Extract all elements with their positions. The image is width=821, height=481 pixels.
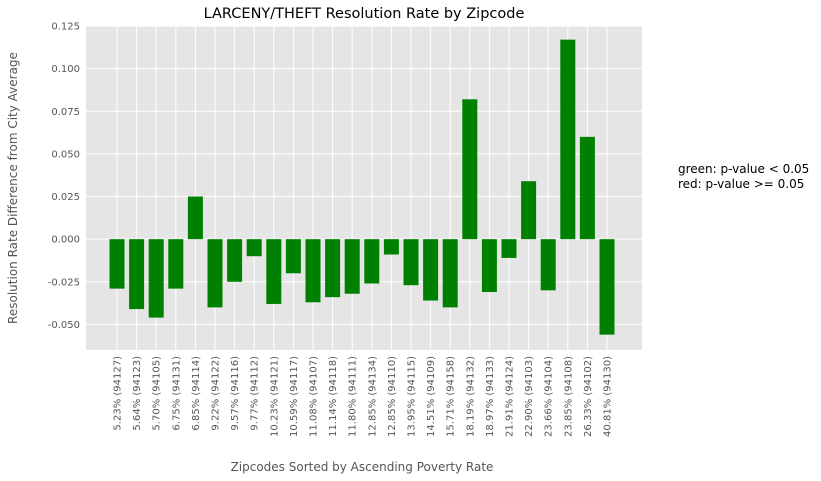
x-tick-label: 22.90% (94103) xyxy=(524,356,535,437)
y-tick-label: 0.075 xyxy=(51,107,80,118)
x-axis-label: Zipcodes Sorted by Ascending Poverty Rat… xyxy=(231,460,494,474)
bar xyxy=(442,239,458,308)
x-tick-label: 5.23% (94127) xyxy=(113,356,124,431)
y-tick-label: -0.025 xyxy=(48,277,80,288)
y-tick-label: 0.050 xyxy=(51,149,80,160)
plot-area xyxy=(86,26,642,350)
x-tick-label: 10.59% (94117) xyxy=(289,356,300,437)
x-tick-label: 23.85% (94108) xyxy=(563,356,574,437)
y-tick-label: 0.125 xyxy=(51,22,80,33)
x-tick-label: 9.77% (94112) xyxy=(250,356,261,431)
bar xyxy=(344,239,360,294)
bar xyxy=(109,239,125,289)
x-tick-label: 15.71% (94158) xyxy=(446,356,457,437)
bar xyxy=(364,239,380,284)
y-tick-label: 0.000 xyxy=(51,235,80,246)
y-axis-label: Resolution Rate Difference from City Ave… xyxy=(6,52,20,324)
x-tick-label: 26.33% (94102) xyxy=(583,356,594,437)
bar xyxy=(266,239,282,304)
x-tick-label: 18.97% (94133) xyxy=(485,356,496,437)
x-tick-label: 9.22% (94122) xyxy=(211,356,222,431)
legend-note-green: green: p-value < 0.05 xyxy=(678,162,810,176)
x-tick-label: 23.66% (94104) xyxy=(544,356,555,437)
x-tick-label: 14.51% (94109) xyxy=(426,356,437,437)
bar xyxy=(325,239,341,298)
x-tick-label: 6.85% (94114) xyxy=(191,356,202,431)
x-tick-label: 12.85% (94134) xyxy=(367,356,378,437)
bar xyxy=(148,239,164,318)
bar xyxy=(599,239,615,335)
x-tick-label: 5.64% (94123) xyxy=(132,356,143,431)
x-tick-label: 18.19% (94132) xyxy=(465,356,476,437)
y-tick-label: 0.100 xyxy=(51,64,80,75)
chart-title: LARCENY/THEFT Resolution Rate by Zipcode xyxy=(204,6,525,22)
bar xyxy=(481,239,497,293)
bar xyxy=(521,181,537,240)
bar xyxy=(129,239,145,310)
bar xyxy=(227,239,243,282)
bar xyxy=(383,239,399,255)
bar xyxy=(540,239,556,291)
bar xyxy=(501,239,517,258)
y-tick-label: 0.025 xyxy=(51,192,80,203)
x-tick-label: 12.85% (94110) xyxy=(387,356,398,437)
x-tick-label: 11.08% (94107) xyxy=(309,356,320,437)
bar xyxy=(423,239,439,301)
x-tick-label: 9.57% (94116) xyxy=(230,356,241,431)
y-ticks: -0.050 -0.025 0.000 0.025 0.050 0.075 0.100 0.1… xyxy=(48,22,80,331)
bar xyxy=(285,239,301,274)
bar xyxy=(462,99,478,240)
x-tick-label: 11.14% (94118) xyxy=(328,356,339,437)
x-tick-label: 11.80% (94111) xyxy=(348,356,359,437)
x-tick-label: 13.95% (94115) xyxy=(407,356,418,437)
bar xyxy=(207,239,223,308)
bar xyxy=(560,39,576,240)
x-ticks: 5.23% (94127) 5.64% (94123) 5.70% (94105) 6… xyxy=(113,356,614,437)
bar xyxy=(187,196,203,240)
x-tick-label: 6.75% (94131) xyxy=(171,356,182,431)
bar xyxy=(579,136,595,240)
bar xyxy=(168,239,184,289)
y-tick-label: -0.050 xyxy=(48,320,80,331)
x-tick-label: 40.81% (94130) xyxy=(603,356,614,437)
x-tick-label: 21.91% (94124) xyxy=(505,356,516,437)
legend-note-red: red: p-value >= 0.05 xyxy=(678,177,805,191)
bars xyxy=(109,39,615,335)
bar xyxy=(305,239,321,303)
bar xyxy=(403,239,419,286)
x-tick-label: 10.23% (94121) xyxy=(269,356,280,437)
bar xyxy=(246,239,262,257)
x-tick-label: 5.70% (94105) xyxy=(152,356,163,431)
